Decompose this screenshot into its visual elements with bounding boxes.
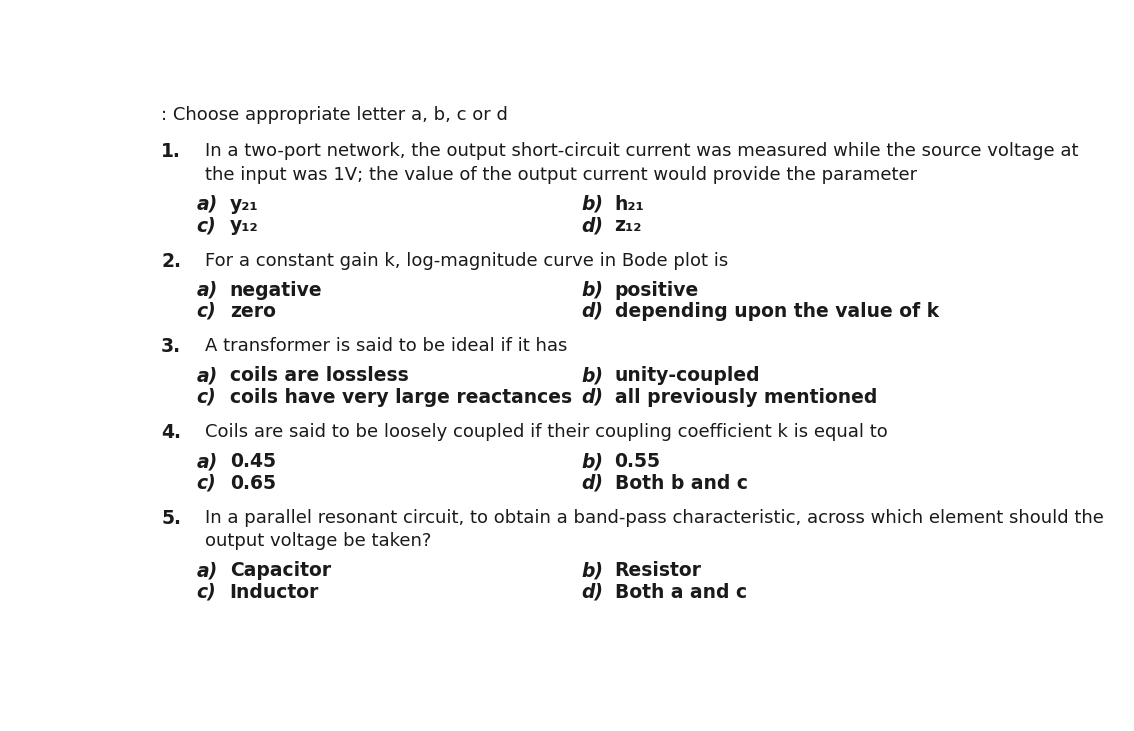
Text: c): c) bbox=[196, 474, 215, 493]
Text: d): d) bbox=[581, 583, 603, 602]
Text: For a constant gain k, log-magnitude curve in Bode plot is: For a constant gain k, log-magnitude cur… bbox=[205, 251, 728, 270]
Text: In a parallel resonant circuit, to obtain a band-pass characteristic, across whi: In a parallel resonant circuit, to obtai… bbox=[205, 509, 1103, 527]
Text: a): a) bbox=[196, 452, 218, 471]
Text: a): a) bbox=[196, 366, 218, 385]
Text: 4.: 4. bbox=[161, 423, 181, 442]
Text: coils are lossless: coils are lossless bbox=[229, 366, 408, 385]
Text: 0.55: 0.55 bbox=[615, 452, 661, 471]
Text: c): c) bbox=[196, 302, 215, 321]
Text: d): d) bbox=[581, 474, 603, 493]
Text: z₁₂: z₁₂ bbox=[615, 216, 642, 235]
Text: In a two-port network, the output short-circuit current was measured while the s: In a two-port network, the output short-… bbox=[205, 143, 1078, 160]
Text: 5.: 5. bbox=[161, 509, 181, 528]
Text: y₂₁: y₂₁ bbox=[229, 194, 259, 213]
Text: y₁₂: y₁₂ bbox=[229, 216, 259, 235]
Text: Capacitor: Capacitor bbox=[229, 561, 331, 580]
Text: Inductor: Inductor bbox=[229, 583, 319, 602]
Text: A transformer is said to be ideal if it has: A transformer is said to be ideal if it … bbox=[205, 337, 567, 355]
Text: c): c) bbox=[196, 216, 215, 235]
Text: b): b) bbox=[581, 194, 603, 213]
Text: a): a) bbox=[196, 561, 218, 580]
Text: d): d) bbox=[581, 216, 603, 235]
Text: 0.45: 0.45 bbox=[229, 452, 276, 471]
Text: d): d) bbox=[581, 302, 603, 321]
Text: c): c) bbox=[196, 387, 215, 406]
Text: 0.65: 0.65 bbox=[229, 474, 276, 493]
Text: negative: negative bbox=[229, 281, 322, 300]
Text: a): a) bbox=[196, 194, 218, 213]
Text: a): a) bbox=[196, 281, 218, 300]
Text: the input was 1V; the value of the output current would provide the parameter: the input was 1V; the value of the outpu… bbox=[205, 166, 917, 183]
Text: depending upon the value of k: depending upon the value of k bbox=[615, 302, 939, 321]
Text: positive: positive bbox=[615, 281, 699, 300]
Text: 3.: 3. bbox=[161, 337, 181, 356]
Text: b): b) bbox=[581, 281, 603, 300]
Text: output voltage be taken?: output voltage be taken? bbox=[205, 532, 431, 550]
Text: h₂₁: h₂₁ bbox=[615, 194, 644, 213]
Text: 2.: 2. bbox=[161, 251, 181, 270]
Text: c): c) bbox=[196, 583, 215, 602]
Text: coils have very large reactances: coils have very large reactances bbox=[229, 387, 572, 406]
Text: Coils are said to be loosely coupled if their coupling coefficient k is equal to: Coils are said to be loosely coupled if … bbox=[205, 423, 888, 442]
Text: Resistor: Resistor bbox=[615, 561, 702, 580]
Text: : Choose appropriate letter a, b, c or d: : Choose appropriate letter a, b, c or d bbox=[161, 106, 508, 124]
Text: d): d) bbox=[581, 387, 603, 406]
Text: b): b) bbox=[581, 452, 603, 471]
Text: b): b) bbox=[581, 366, 603, 385]
Text: all previously mentioned: all previously mentioned bbox=[615, 387, 877, 406]
Text: b): b) bbox=[581, 561, 603, 580]
Text: Both a and c: Both a and c bbox=[615, 583, 746, 602]
Text: unity-coupled: unity-coupled bbox=[615, 366, 760, 385]
Text: zero: zero bbox=[229, 302, 276, 321]
Text: Both b and c: Both b and c bbox=[615, 474, 747, 493]
Text: 1.: 1. bbox=[161, 143, 181, 162]
